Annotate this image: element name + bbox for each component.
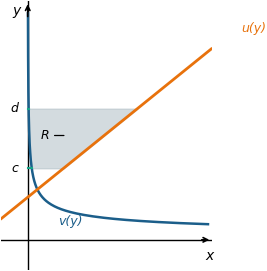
Text: c: c [11,162,18,175]
Text: u(y): u(y) [241,22,266,35]
Text: x: x [205,250,214,263]
Text: R: R [40,129,64,142]
Text: v(y): v(y) [58,215,83,228]
Text: d: d [10,102,18,115]
Text: y: y [12,4,20,18]
